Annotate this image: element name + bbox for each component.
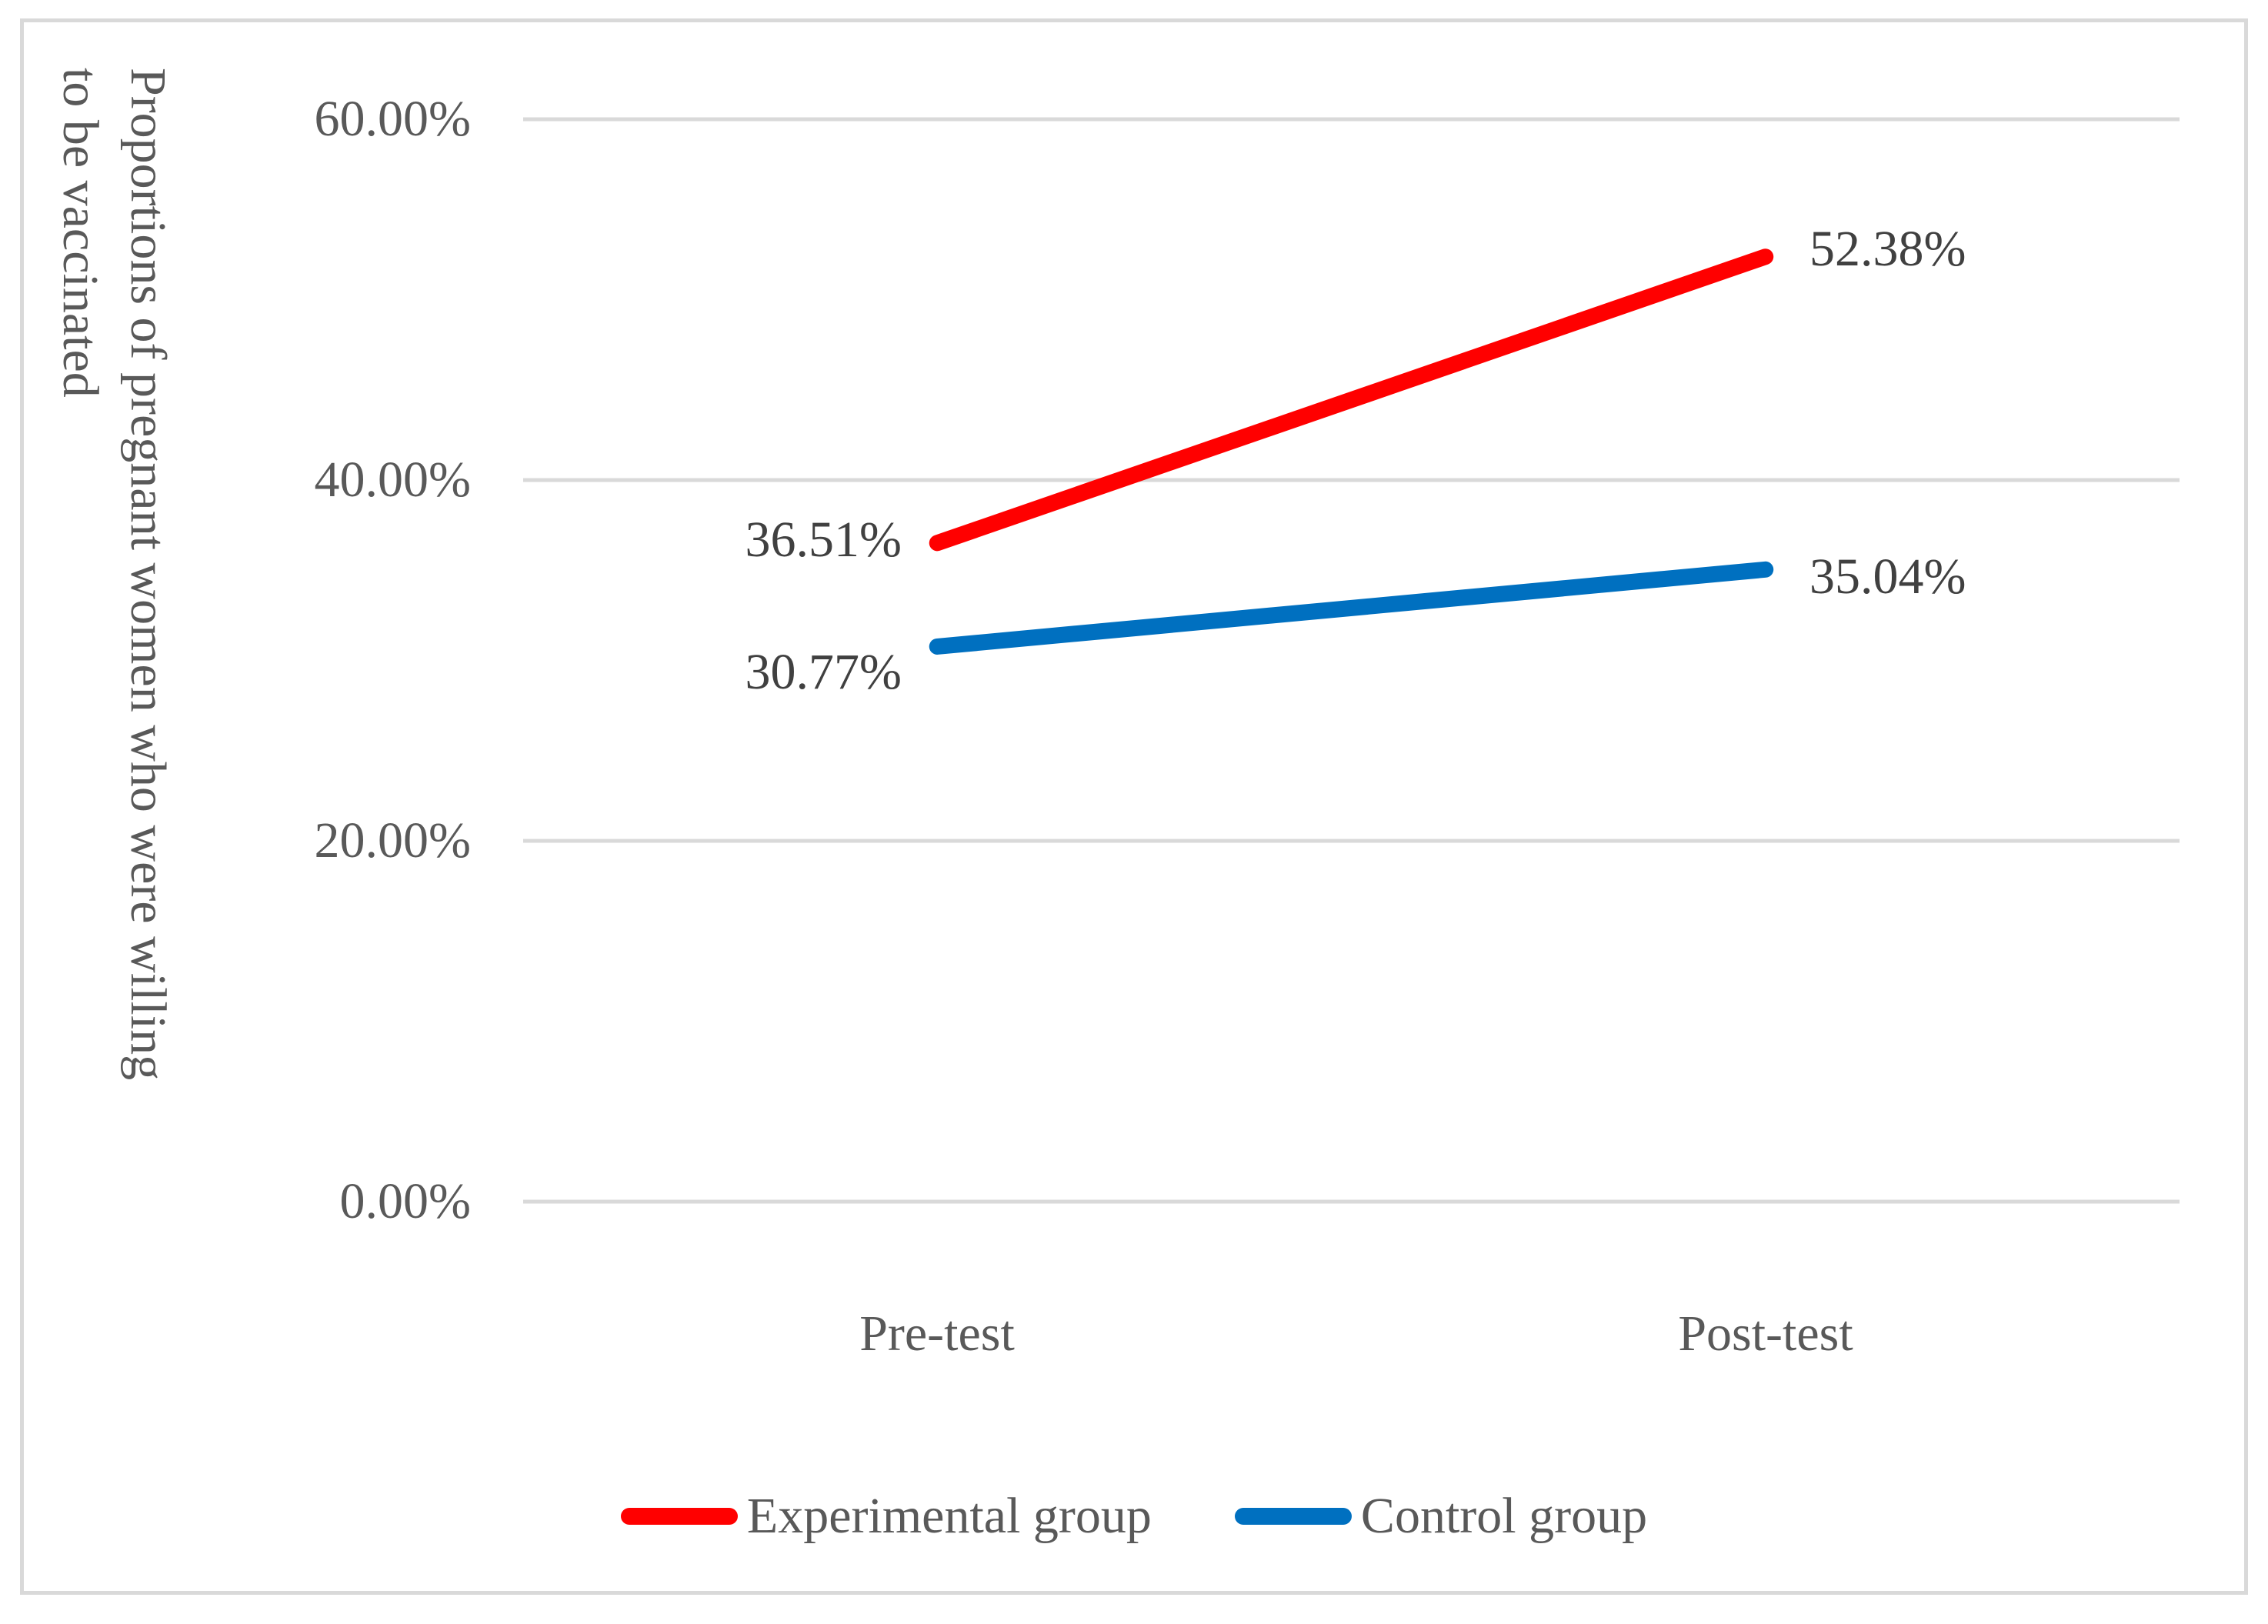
chart-border	[20, 18, 2248, 1595]
legend-label-control: Control group	[1360, 1488, 1648, 1544]
data-label-experimental-post: 52.38%	[1809, 221, 1966, 277]
legend-label-experimental: Experimental group	[746, 1488, 1152, 1544]
legend-line-swatch-experimental	[620, 1508, 738, 1525]
chart-legend: Experimental group Control group	[0, 1481, 2268, 1552]
x-category-pre-test: Pre-test	[859, 1306, 1015, 1362]
y-axis-title-line-2: to be vaccinated	[52, 68, 108, 398]
y-tick-20: 20.00%	[314, 812, 471, 869]
series-line-experimental-group	[929, 248, 1774, 552]
data-label-control-post: 35.04%	[1809, 549, 1966, 605]
legend-line-swatch-control	[1234, 1508, 1352, 1525]
series-line-control-group	[929, 561, 1774, 655]
legend-item-control: Control group	[1234, 1482, 1648, 1551]
data-label-experimental-pre: 36.51%	[745, 512, 902, 568]
y-axis-title-line-1: Proportions of pregnant women who were w…	[120, 68, 176, 1081]
legend-item-experimental: Experimental group	[620, 1482, 1152, 1551]
y-tick-0: 0.00%	[339, 1173, 471, 1229]
y-axis-title: Proportions of pregnant women who were w…	[46, 68, 182, 1391]
x-category-post-test: Post-test	[1678, 1306, 1853, 1362]
data-label-control-pre: 30.77%	[745, 644, 902, 700]
y-tick-40: 40.00%	[314, 452, 471, 508]
y-tick-60: 60.00%	[314, 91, 471, 147]
